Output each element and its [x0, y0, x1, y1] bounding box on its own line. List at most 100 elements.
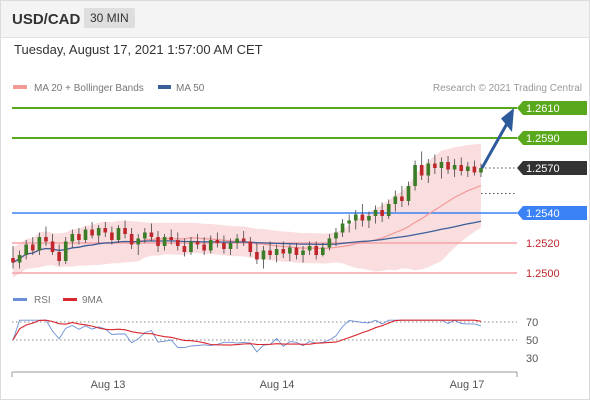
price-plot: 1.2610 1.2590 1.2570 1.2540 1.2520 1.2500: [11, 101, 587, 280]
candle-up: [288, 247, 292, 254]
time-tick-label: Aug 13: [91, 379, 126, 391]
time-axis: Aug 13 Aug 14 Aug 17: [11, 371, 518, 391]
candle-up: [406, 186, 411, 201]
candle-down: [195, 241, 200, 245]
candle-up: [143, 232, 147, 239]
candle-down: [215, 240, 220, 243]
candle-down: [77, 234, 81, 240]
candle-down: [156, 237, 160, 246]
candle-up: [37, 237, 42, 251]
candle-down: [11, 258, 15, 263]
candle-down: [57, 252, 61, 261]
pivot-level-tag: [517, 206, 587, 220]
rsi-ma-line: [12, 319, 482, 346]
ma20-legend-swatch: [13, 85, 27, 89]
candle-up: [63, 241, 68, 261]
candle-down: [175, 240, 180, 246]
candle-down: [169, 237, 174, 240]
current-price-tag: [517, 161, 587, 175]
candle-up: [340, 223, 345, 233]
candle-down: [472, 166, 477, 173]
resistance-level-tag: [517, 101, 587, 115]
candle-down: [433, 163, 437, 168]
current-price-label: 1.2570: [526, 163, 560, 175]
candle-up: [189, 241, 193, 252]
candle-up: [208, 240, 213, 251]
candle-down: [294, 247, 299, 255]
time-tick-label: Aug 14: [260, 379, 295, 391]
candle-down: [314, 246, 319, 255]
chart-header: USD/CAD 30 MIN: [1, 1, 589, 38]
resistance-level-tag: [517, 131, 587, 145]
rsi-tick-label: 30: [526, 353, 538, 365]
candle-down: [44, 237, 48, 242]
resistance-level-label: 1.2590: [526, 133, 560, 145]
ma50-line: [12, 220, 482, 264]
candle-up: [466, 166, 470, 171]
candle-down: [182, 246, 187, 252]
candle-up: [301, 250, 305, 255]
candle-down: [50, 241, 55, 252]
candle-down: [255, 252, 259, 260]
candle-up: [162, 237, 167, 246]
ma50-legend-swatch: [158, 85, 171, 89]
support-level-label: 1.2500: [526, 268, 560, 280]
candle-up: [353, 214, 358, 221]
candle-down: [248, 241, 253, 252]
candle-up: [24, 244, 28, 255]
candle-down: [202, 244, 206, 251]
candle-down: [419, 165, 424, 176]
forecast-arrow-shaft: [480, 119, 511, 169]
candle-up: [439, 162, 444, 168]
pivot-level-label: 1.2540: [526, 208, 560, 220]
candle-down: [241, 238, 246, 242]
candle-up: [307, 246, 312, 251]
forecast-arrow-head: [501, 108, 514, 132]
candle-up: [386, 204, 391, 216]
timestamp: Tuesday, August 17, 2021 1:57:00 AM CET: [14, 42, 263, 57]
candle-down: [123, 228, 127, 234]
candle-up: [274, 249, 279, 255]
candle-up: [70, 234, 75, 242]
ma20-legend-label: MA 20 + Bollinger Bands: [34, 83, 144, 94]
candle-down: [103, 228, 108, 233]
candle-up: [116, 228, 121, 240]
candle-up: [413, 165, 417, 186]
support-level-label: 1.2520: [526, 238, 560, 250]
rsi-legend-swatch: [13, 298, 27, 301]
ma9-legend-swatch: [63, 298, 77, 301]
symbol-title: USD/CAD: [12, 11, 81, 28]
interval-selector[interactable]: 30 MIN: [84, 8, 135, 28]
rsi-legend: RSI 9MA: [13, 295, 103, 306]
candle-down: [149, 232, 154, 237]
ma9-legend-label: 9MA: [82, 295, 103, 306]
rsi-legend-label: RSI: [34, 295, 51, 306]
rsi-plot: 70 50 30: [12, 317, 538, 365]
resistance-level-label: 1.2610: [526, 103, 560, 115]
candle-down: [360, 214, 365, 221]
candle-up: [228, 243, 233, 249]
candle-down: [459, 165, 464, 171]
candle-up: [452, 165, 457, 170]
candle-down: [446, 162, 450, 170]
rsi-tick-label: 50: [526, 335, 538, 347]
candle-up: [334, 232, 338, 239]
candle-down: [400, 196, 404, 201]
candle-down: [281, 249, 286, 254]
ma50-legend-label: MA 50: [176, 83, 205, 94]
candle-down: [90, 229, 94, 236]
candle-up: [17, 255, 22, 263]
candle-up: [347, 220, 351, 224]
candle-down: [129, 234, 134, 245]
candle-up: [235, 238, 239, 243]
candle-up: [373, 210, 378, 216]
candle-up: [83, 229, 88, 240]
copyright: Research © 2021 Trading Central: [433, 83, 582, 94]
candle-down: [380, 210, 384, 216]
candle-down: [268, 250, 272, 255]
candle-down: [110, 232, 114, 240]
candle-down: [222, 243, 226, 249]
candle-up: [327, 238, 332, 248]
